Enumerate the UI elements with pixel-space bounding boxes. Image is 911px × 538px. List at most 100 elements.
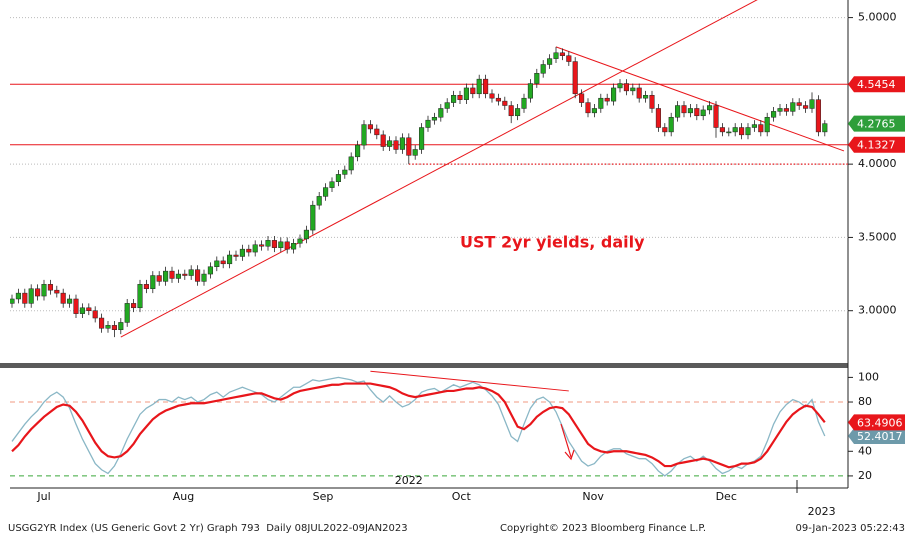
candle-body — [700, 109, 706, 117]
candle-body — [777, 108, 783, 112]
candle-body — [515, 108, 521, 117]
candle-body — [348, 156, 354, 171]
candle-body — [451, 95, 457, 103]
candle-body — [502, 100, 508, 106]
candle-body — [393, 140, 399, 150]
candle-body — [579, 93, 585, 103]
candle-body — [86, 307, 92, 311]
candle-body — [726, 131, 732, 134]
candle-body — [470, 87, 476, 95]
candle-body — [431, 116, 437, 121]
candle-body — [508, 105, 514, 117]
candle-body — [732, 127, 738, 133]
candle-body — [611, 87, 617, 102]
price-flag-label: 63.4906 — [857, 416, 903, 429]
candle-body — [604, 97, 610, 102]
candle-body — [374, 128, 380, 136]
y-tick-label: 80 — [858, 395, 872, 408]
candle-body — [303, 229, 309, 240]
candle-body — [227, 254, 233, 265]
candle-body — [79, 307, 85, 314]
candle-body — [655, 108, 661, 128]
trend-line — [555, 46, 845, 152]
candle-body — [163, 270, 169, 282]
candle-body — [182, 273, 188, 276]
candle-body — [425, 119, 431, 128]
candle-body — [649, 95, 655, 109]
candle-body — [246, 248, 252, 253]
candle-body — [99, 317, 105, 329]
candle-body — [335, 174, 341, 182]
candle-body — [412, 149, 418, 156]
candle-body — [463, 87, 469, 100]
x-tick-label: Oct — [452, 490, 472, 503]
candle-body — [143, 284, 149, 289]
candle-body — [803, 105, 809, 109]
candle-body — [591, 108, 597, 114]
footer-left: USGG2YR Index (US Generic Govt 2 Yr) Gra… — [8, 523, 408, 534]
x-tick-label: Aug — [173, 490, 194, 503]
y-tick-label: 5.0000 — [858, 11, 897, 24]
candle-body — [175, 273, 181, 279]
candle-body — [681, 105, 687, 114]
x-tick-label: Sep — [313, 490, 334, 503]
candle-body — [118, 322, 124, 331]
candle-body — [15, 292, 21, 300]
candle-body — [623, 83, 629, 92]
candle-body — [367, 124, 373, 130]
candle-body — [361, 124, 367, 146]
price-flag-label: 52.4017 — [857, 430, 903, 443]
candle-body — [54, 289, 60, 294]
candle-body — [207, 266, 213, 275]
y-tick-label: 3.5000 — [858, 230, 897, 243]
candle-body — [745, 127, 751, 136]
candle-body — [809, 99, 815, 109]
candle-body — [598, 97, 604, 109]
candle-body — [790, 102, 796, 112]
candle-body — [259, 244, 265, 247]
candle-body — [815, 99, 821, 133]
candle-body — [662, 127, 668, 133]
trend-line — [120, 0, 758, 338]
candle-body — [201, 273, 207, 282]
candle-body — [547, 58, 553, 65]
candle-body — [105, 325, 111, 329]
candle-body — [323, 187, 329, 197]
x-tick-label: Nov — [582, 490, 604, 503]
candle-body — [169, 270, 175, 279]
candle-body — [399, 137, 405, 150]
footer-center: Copyright© 2023 Bloomberg Finance L.P. — [500, 523, 706, 534]
candle-body — [719, 127, 725, 133]
candle-body — [355, 144, 361, 158]
candle-body — [796, 102, 802, 106]
candle-body — [291, 243, 297, 250]
candle-body — [271, 240, 277, 248]
candle-body — [687, 108, 693, 114]
candle-body — [252, 244, 258, 253]
candle-body — [771, 111, 777, 118]
price-flag — [848, 414, 905, 431]
y-tick-label: 4.0000 — [858, 157, 897, 170]
candle-body — [316, 196, 322, 206]
candle-body — [668, 116, 674, 133]
candle-body — [444, 102, 450, 109]
candle-body — [713, 105, 719, 128]
annotation-title: UST 2yr yields, daily — [460, 233, 645, 252]
candle-body — [617, 83, 623, 89]
candle-body — [675, 105, 681, 118]
candle-body — [156, 275, 162, 282]
candle-body — [643, 95, 649, 99]
candle-body — [521, 97, 527, 109]
candle-body — [297, 238, 303, 244]
candle-body — [694, 108, 700, 117]
candle-body — [41, 284, 47, 297]
price-flag — [848, 76, 905, 93]
candle-body — [387, 140, 393, 147]
price-flag — [848, 115, 905, 132]
divergence-line — [370, 370, 569, 392]
candle-body — [707, 105, 713, 111]
candle-body — [124, 303, 130, 323]
candle-body — [47, 284, 53, 291]
y-tick-label: 40 — [858, 444, 872, 457]
